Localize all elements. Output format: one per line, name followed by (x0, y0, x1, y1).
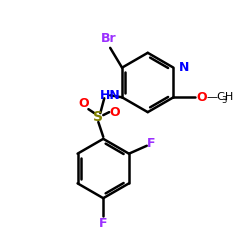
Text: N: N (178, 61, 189, 74)
Text: O: O (196, 91, 207, 104)
Text: HN: HN (100, 89, 121, 102)
Text: S: S (93, 110, 103, 124)
Text: Br: Br (100, 32, 116, 46)
Text: O: O (110, 106, 120, 119)
Text: —CH: —CH (206, 92, 233, 102)
Text: 3: 3 (221, 96, 226, 105)
Text: F: F (146, 137, 155, 150)
Text: O: O (78, 97, 89, 110)
Text: F: F (99, 218, 108, 230)
